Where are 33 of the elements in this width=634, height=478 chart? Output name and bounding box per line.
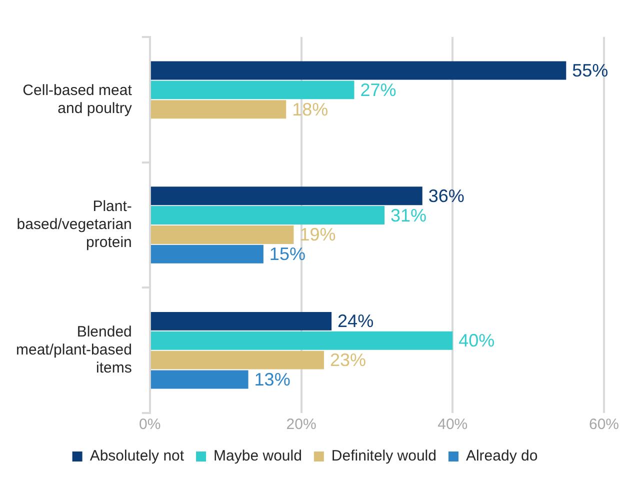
data-label: 15% — [269, 244, 306, 264]
y-tick-label: Cell-based meat and poultry — [22, 82, 133, 117]
x-tick-label: 20% — [286, 416, 316, 434]
legend-label: Absolutely not — [90, 448, 185, 465]
y-tick-label: Plant-based/vegetarian protein — [16, 198, 132, 252]
data-label: 24% — [338, 311, 374, 332]
data-label: 40% — [458, 330, 495, 351]
bar — [150, 331, 453, 350]
data-label: 23% — [330, 350, 366, 370]
bar — [150, 186, 422, 206]
bar — [150, 80, 354, 100]
bar — [150, 244, 264, 264]
legend-label: Already do — [466, 448, 538, 465]
legend-label: Maybe would — [214, 448, 302, 465]
data-label: 27% — [360, 80, 396, 100]
x-tick-label: 60% — [588, 416, 620, 434]
data-label: 19% — [300, 224, 336, 245]
legend-label: Definitely would — [331, 448, 436, 465]
bar — [150, 61, 566, 80]
data-label: 13% — [254, 369, 290, 390]
data-label: 36% — [428, 186, 464, 206]
x-tick-label: 40% — [438, 416, 468, 434]
bar — [150, 370, 248, 389]
bar — [150, 350, 324, 370]
bar — [150, 206, 385, 225]
data-label: 31% — [390, 205, 427, 226]
bar — [150, 225, 294, 244]
bar — [150, 312, 332, 330]
x-tick-label: 0% — [139, 416, 161, 434]
y-tick-label: Blended meat/plant-based items — [16, 323, 132, 376]
data-label: 55% — [572, 60, 608, 80]
bar — [150, 100, 286, 119]
data-label: 18% — [292, 99, 328, 120]
